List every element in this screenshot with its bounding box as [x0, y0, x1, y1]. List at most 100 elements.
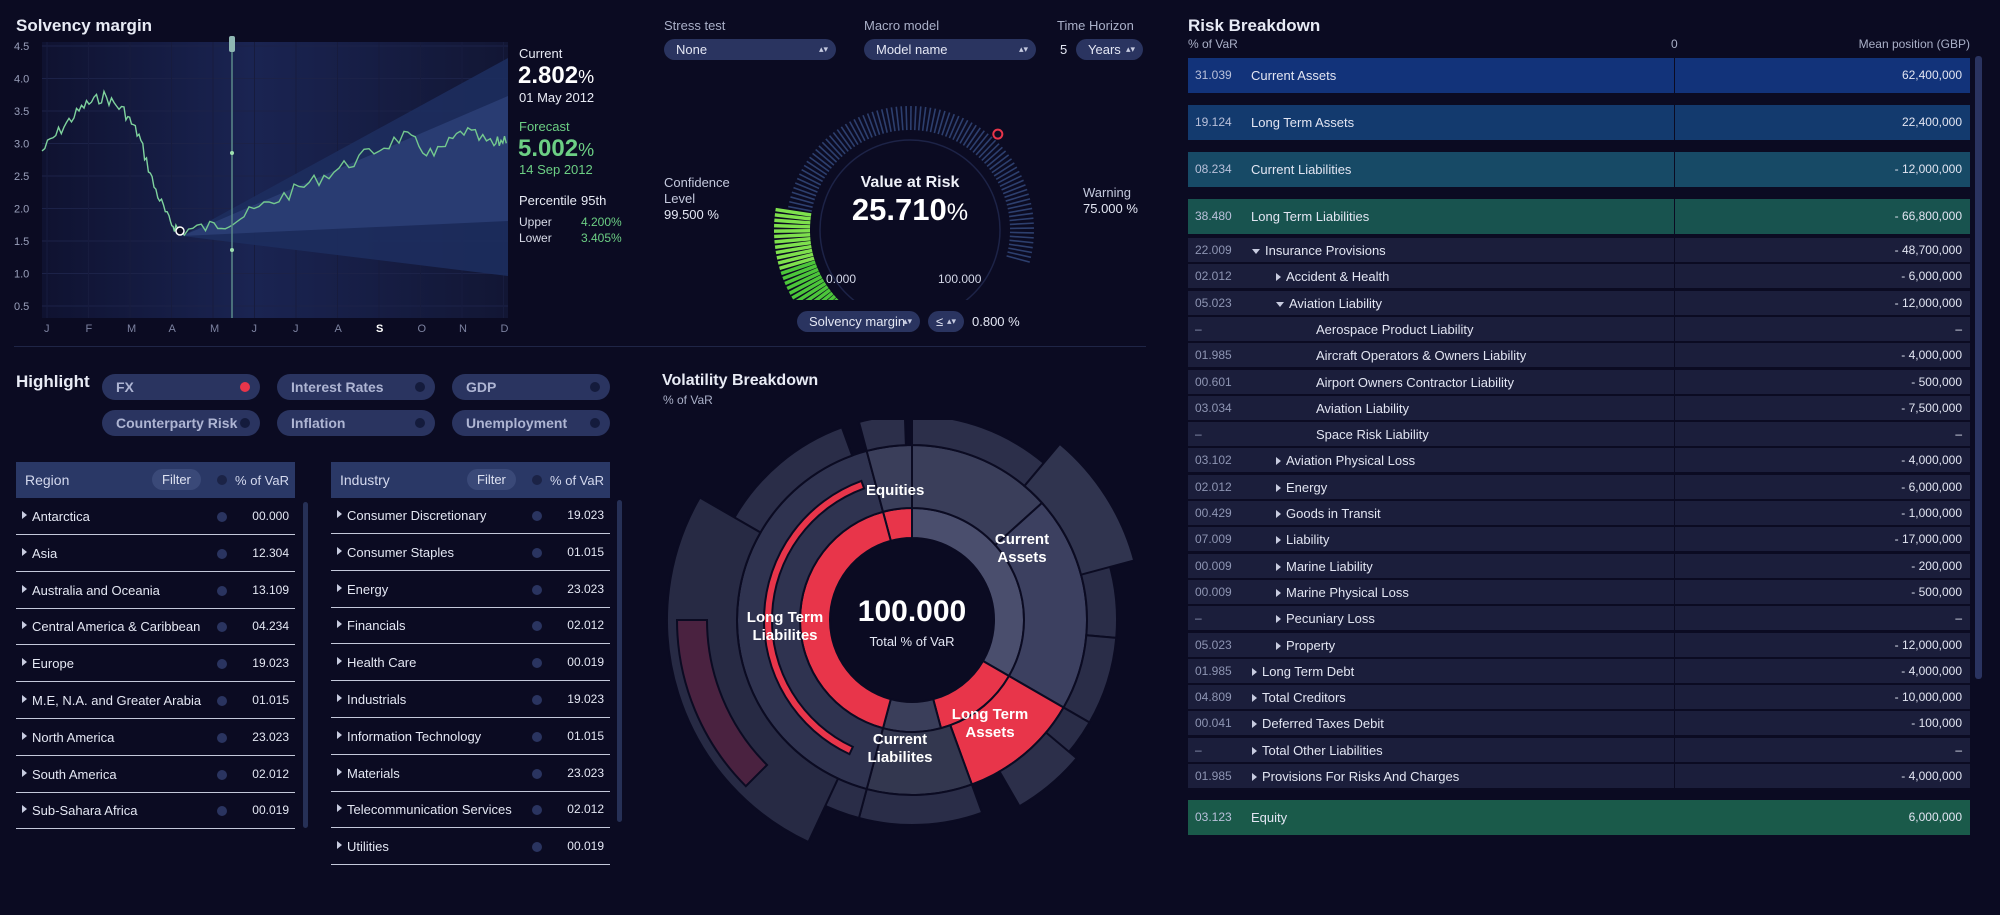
table-row[interactable]: Utilities 00.019 — [331, 829, 610, 866]
risk-row[interactable]: 01.985 Long Term Debt - 4,000,000 — [1188, 658, 1970, 683]
table-row[interactable]: Asia 12.304 — [16, 536, 295, 572]
row-label[interactable]: Deferred Taxes Debit — [1252, 716, 1384, 731]
stress-test-select[interactable]: None ▴▾ — [664, 39, 836, 60]
toggle-dot-icon[interactable] — [217, 732, 227, 743]
risk-row[interactable]: – Aerospace Product Liability – — [1188, 316, 1970, 341]
risk-row-equity[interactable]: 03.123 Equity 6,000,000 — [1188, 800, 1970, 835]
toggle-dot-icon[interactable] — [532, 842, 542, 853]
toggle-dot-icon[interactable] — [217, 585, 227, 596]
expand-arrow-icon[interactable] — [22, 805, 27, 814]
expand-arrow-icon[interactable] — [22, 731, 27, 740]
row-label[interactable]: Total Other Liabilities — [1252, 743, 1383, 758]
row-label[interactable]: Aviation Physical Loss — [1276, 453, 1415, 468]
expand-arrow-icon[interactable] — [337, 804, 342, 813]
table-row[interactable]: Consumer Staples 01.015 — [331, 535, 610, 571]
table-row[interactable]: Health Care 00.019 — [331, 645, 610, 682]
expand-arrow-icon[interactable] — [337, 620, 342, 629]
toggle-dot-icon[interactable] — [532, 695, 542, 705]
solvency-chart[interactable]: 4.5 4.0 3.5 3.0 2.5 2.0 1.5 1.0 0.5 J F M A M J J A S O N D — [14, 36, 514, 338]
table-row[interactable]: Consumer Discretionary 19.023 — [331, 498, 610, 534]
table-row[interactable]: Telecommunication Services 02.012 — [331, 792, 610, 829]
volatility-sunburst[interactable] — [660, 420, 1160, 860]
expand-arrow-icon[interactable] — [1276, 483, 1281, 492]
toggle-dot-icon[interactable] — [217, 659, 227, 670]
expand-arrow-icon[interactable] — [22, 621, 27, 630]
row-label[interactable]: Airport Owners Contractor Liability — [1316, 375, 1514, 390]
expand-arrow-icon[interactable] — [1276, 615, 1281, 624]
toggle-dot-icon[interactable] — [532, 805, 542, 816]
toggle-dot-icon[interactable] — [217, 512, 227, 522]
highlight-pill-interest-rates[interactable]: Interest Rates — [277, 374, 435, 400]
expand-arrow-icon[interactable] — [1252, 667, 1257, 676]
expand-arrow-icon[interactable] — [22, 584, 27, 593]
table-row[interactable]: Central America & Caribbean 04.234 — [16, 609, 295, 646]
toggle-dot-icon[interactable] — [240, 418, 250, 428]
expand-arrow-icon[interactable] — [22, 547, 27, 556]
sunburst-arc[interactable] — [1023, 442, 1136, 576]
risk-row[interactable]: 07.009 Liability - 17,000,000 — [1188, 527, 1970, 552]
risk-row-current-liabilities[interactable]: 08.234 Current Liabilities - 12,000,000 — [1188, 152, 1970, 187]
toggle-dot-icon[interactable] — [532, 511, 542, 521]
date-cursor-handle[interactable] — [229, 36, 235, 52]
macro-model-select[interactable]: Model name ▴▾ — [864, 39, 1036, 60]
segment-long-term-liabilities[interactable]: Long Term Liabilites — [746, 609, 824, 644]
highlight-pill-unemployment[interactable]: Unemployment — [452, 410, 610, 436]
expand-arrow-icon[interactable] — [337, 730, 342, 739]
risk-row[interactable]: 00.429 Goods in Transit - 1,000,000 — [1188, 501, 1970, 525]
risk-row[interactable]: – Pecuniary Loss – — [1188, 606, 1970, 631]
expand-arrow-icon[interactable] — [337, 841, 342, 850]
toggle-dot-icon[interactable] — [532, 584, 542, 595]
table-row[interactable]: Antarctica 00.000 — [16, 499, 295, 535]
row-label[interactable]: Aviation Liability — [1276, 296, 1382, 311]
row-label[interactable]: Marine Liability — [1276, 559, 1373, 574]
row-label[interactable]: Provisions For Risks And Charges — [1252, 769, 1459, 784]
row-label[interactable]: Aircraft Operators & Owners Liability — [1316, 348, 1526, 363]
highlight-pill-counterparty-risk[interactable]: Counterparty Risk — [102, 410, 260, 436]
table-row[interactable]: Australia and Oceania 13.109 — [16, 573, 295, 609]
risk-row[interactable]: 02.012 Energy - 6,000,000 — [1188, 474, 1970, 499]
expand-arrow-icon[interactable] — [337, 657, 342, 666]
sunburst-arc[interactable] — [675, 619, 769, 788]
expand-arrow-icon[interactable] — [22, 658, 27, 667]
expand-arrow-icon[interactable] — [1276, 273, 1281, 282]
expand-arrow-icon[interactable] — [337, 546, 342, 555]
sunburst-arc[interactable] — [733, 426, 854, 534]
toggle-dot-icon[interactable] — [240, 382, 250, 392]
industry-scrollbar[interactable] — [617, 500, 622, 822]
highlight-pill-gdp[interactable]: GDP — [452, 374, 610, 400]
risk-row[interactable]: 05.023 Property - 12,000,000 — [1188, 632, 1970, 657]
highlight-pill-inflation[interactable]: Inflation — [277, 410, 435, 436]
table-row[interactable]: North America 23.023 — [16, 720, 295, 756]
segment-current-liabilities[interactable]: Current Liabilites — [867, 731, 933, 766]
table-row[interactable]: M.E, N.A. and Greater Arabia 01.015 — [16, 683, 295, 719]
row-label[interactable]: Marine Physical Loss — [1276, 585, 1409, 600]
row-label[interactable]: Goods in Transit — [1276, 506, 1381, 521]
expand-arrow-icon[interactable] — [1276, 536, 1281, 545]
risk-row[interactable]: 00.601 Airport Owners Contractor Liabilit… — [1188, 369, 1970, 394]
threshold-value[interactable]: 0.800 % — [972, 314, 1020, 329]
toggle-dot-icon[interactable] — [217, 622, 227, 633]
expand-arrow-icon[interactable] — [1252, 720, 1257, 729]
warning-value[interactable]: 75.000 % — [1083, 201, 1138, 216]
row-label[interactable]: Energy — [1276, 480, 1327, 495]
risk-row[interactable]: 01.985 Aircraft Operators & Owners Liabil… — [1188, 343, 1970, 368]
toggle-dot-icon[interactable] — [532, 475, 542, 485]
table-row[interactable]: South America 02.012 — [16, 757, 295, 793]
expand-arrow-icon[interactable] — [1252, 694, 1257, 703]
region-filter-button[interactable]: Filter — [152, 469, 201, 490]
toggle-dot-icon[interactable] — [217, 769, 227, 780]
risk-row[interactable]: 05.023 Aviation Liability - 12,000,000 — [1188, 290, 1970, 315]
expand-arrow-icon[interactable] — [337, 510, 342, 518]
toggle-dot-icon[interactable] — [532, 768, 542, 779]
sunburst-arc[interactable] — [666, 496, 840, 844]
row-label[interactable]: Pecuniary Loss — [1276, 611, 1375, 626]
toggle-dot-icon[interactable] — [590, 382, 600, 392]
toggle-dot-icon[interactable] — [532, 731, 542, 742]
risk-row[interactable]: 00.009 Marine Physical Loss - 500,000 — [1188, 579, 1970, 604]
toggle-dot-icon[interactable] — [217, 548, 227, 559]
confidence-value[interactable]: 99.500 % — [664, 207, 719, 222]
risk-row-long-term-liabilities[interactable]: 38.480 Long Term Liabilities - 66,800,000 — [1188, 199, 1970, 234]
row-label[interactable]: Aviation Liability — [1316, 401, 1409, 416]
toggle-dot-icon[interactable] — [217, 475, 227, 485]
expand-arrow-icon[interactable] — [1276, 641, 1281, 650]
